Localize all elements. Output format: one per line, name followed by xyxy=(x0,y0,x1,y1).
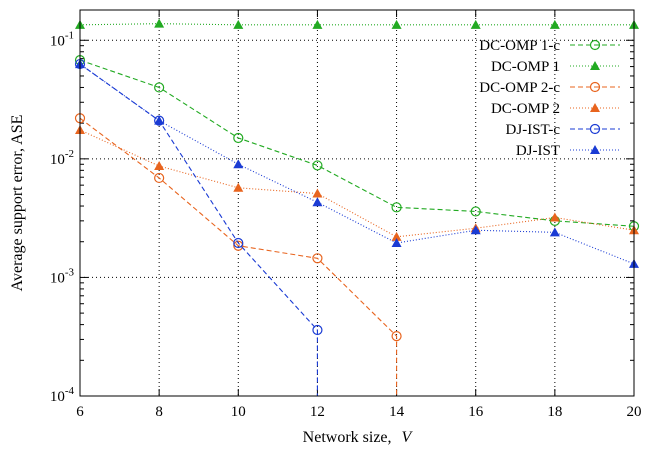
data-point xyxy=(233,182,244,192)
y-axis-label: Average support error, ASE xyxy=(9,115,26,292)
legend-label: DC-OMP 1-c xyxy=(479,38,560,54)
legend-item: DC-OMP 1 xyxy=(491,59,620,75)
series-line xyxy=(79,63,318,396)
data-point xyxy=(233,132,244,144)
data-point xyxy=(391,231,402,241)
series-1 xyxy=(75,18,639,29)
data-point xyxy=(154,18,165,28)
data-point xyxy=(549,19,560,29)
data-point xyxy=(154,172,165,184)
legend-item: DC-OMP 1-c xyxy=(479,38,620,54)
data-point xyxy=(154,82,165,93)
data-point xyxy=(470,206,481,217)
y-tick-label: 10-3 xyxy=(50,266,75,286)
x-tick-label: 10 xyxy=(231,404,246,420)
x-axis-label-variable: V xyxy=(402,429,414,446)
x-axis-label-text: Network size, xyxy=(303,429,392,446)
data-point xyxy=(312,253,323,264)
data-point xyxy=(391,331,402,342)
data-point xyxy=(312,197,323,207)
legend-item: DJ-IST xyxy=(516,143,620,159)
x-tick-label: 16 xyxy=(468,404,484,420)
data-point xyxy=(154,161,165,171)
axis-ticks: 6 8 10 12 14 16 18 20 10-4 10-3 10-2 10-1 xyxy=(50,10,642,420)
data-point xyxy=(470,19,481,29)
data-point xyxy=(233,240,244,251)
data-point xyxy=(233,19,244,29)
x-tick-label: 20 xyxy=(627,404,642,420)
x-tick-label: 12 xyxy=(310,404,325,420)
x-tick-label: 6 xyxy=(76,404,84,420)
data-point xyxy=(312,324,323,336)
legend-item: DC-OMP 2 xyxy=(491,101,620,117)
legend-marker xyxy=(590,103,600,112)
data-point xyxy=(391,238,402,248)
legend-label: DC-OMP 2 xyxy=(491,101,560,117)
series-5 xyxy=(75,59,639,268)
series-group xyxy=(74,18,640,396)
legend-label: DC-OMP 2-c xyxy=(479,80,560,96)
series-2 xyxy=(74,113,402,396)
data-point xyxy=(233,159,244,169)
legend-label: DJ-IST-c xyxy=(506,122,561,138)
data-point xyxy=(549,227,560,237)
x-tick-label: 14 xyxy=(389,404,405,420)
x-tick-label: 8 xyxy=(155,404,163,420)
legend-marker xyxy=(589,39,601,51)
series-4 xyxy=(74,58,323,396)
series-line xyxy=(79,23,634,26)
data-point xyxy=(312,160,323,171)
data-point xyxy=(470,225,481,235)
data-point xyxy=(312,188,323,198)
plot-frame xyxy=(79,9,635,397)
data-point xyxy=(312,19,323,29)
legend-marker xyxy=(589,123,601,135)
legend-marker xyxy=(589,81,601,93)
series-line xyxy=(79,63,635,265)
legend-item: DJ-IST-c xyxy=(506,122,620,138)
legend-marker xyxy=(590,61,600,70)
legend-label: DC-OMP 1 xyxy=(491,59,560,75)
data-point xyxy=(549,212,560,222)
legend: DC-OMP 1-c DC-OMP 1 DC-OMP 2-c DC-OMP 2 DJ-I… xyxy=(479,38,620,159)
series-line xyxy=(79,59,635,227)
legend-item: DC-OMP 2-c xyxy=(479,80,620,96)
data-point xyxy=(154,115,165,125)
data-point xyxy=(391,19,402,29)
x-tick-label: 18 xyxy=(547,404,562,420)
legend-label: DJ-IST xyxy=(516,143,560,159)
series-line xyxy=(79,117,398,396)
data-point xyxy=(391,202,402,213)
y-tick-label: 10-2 xyxy=(50,148,74,168)
y-tick-label: 10-4 xyxy=(50,385,75,405)
y-tick-label: 10-1 xyxy=(50,29,74,49)
legend-marker xyxy=(590,145,600,154)
x-axis-label: Network size, V xyxy=(303,429,414,446)
data-point xyxy=(233,237,244,249)
